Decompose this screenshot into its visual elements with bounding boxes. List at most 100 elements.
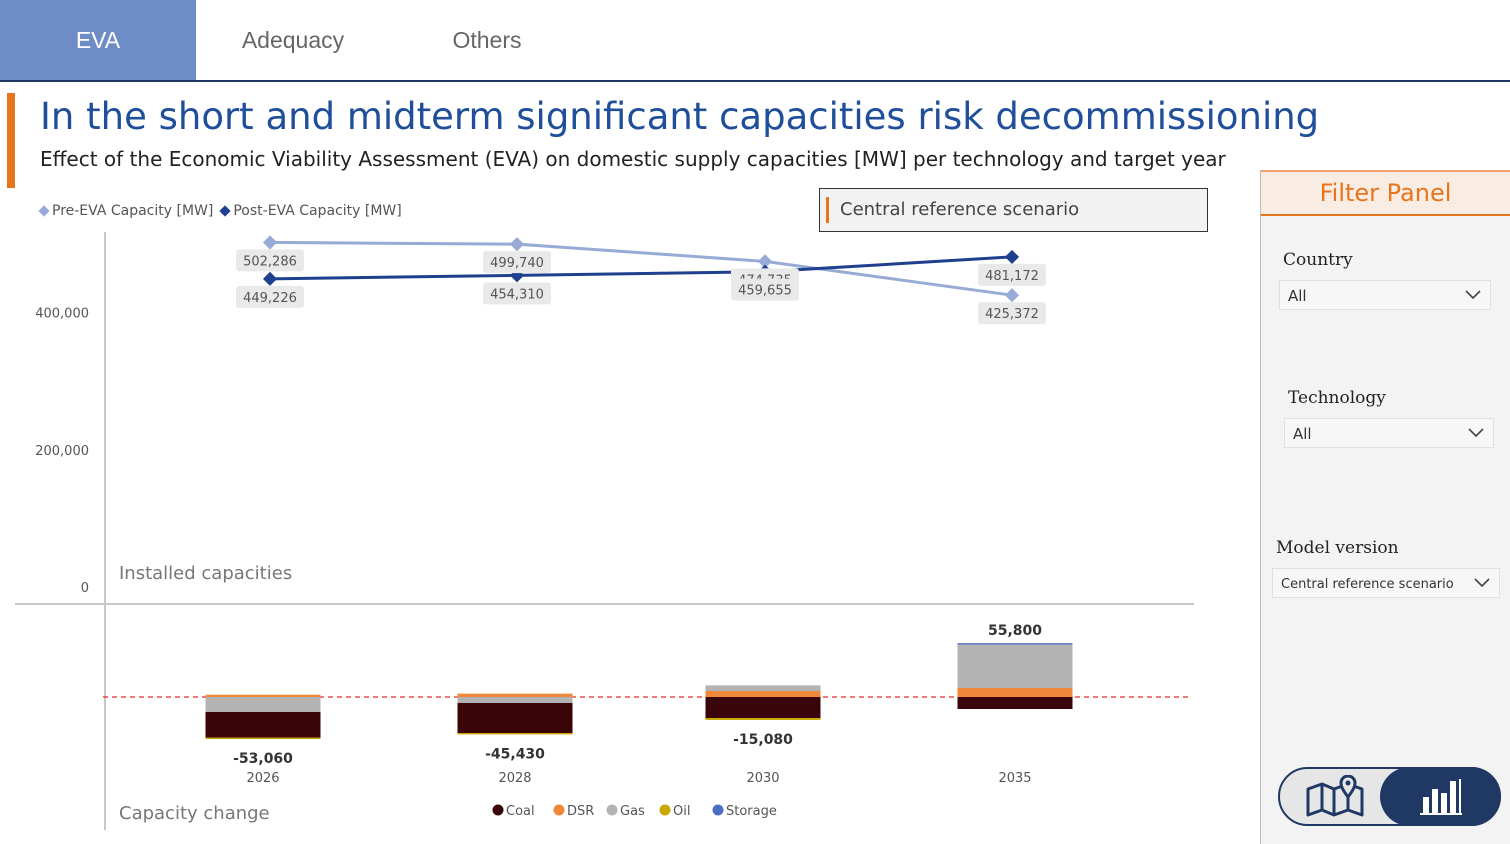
bar-segment-coal[interactable]: [457, 703, 573, 733]
top-navigation: EVA Adequacy Others: [0, 0, 1510, 82]
data-label-bg: [236, 249, 304, 272]
post-eva-series-line: [269, 255, 1013, 281]
filter-panel: Filter Panel Country All Technology All …: [1260, 170, 1510, 844]
legend-item-coal[interactable]: Coal: [492, 804, 535, 819]
data-label-text: 449,226: [243, 291, 297, 306]
y-tick-label: 0: [81, 581, 89, 596]
diamond-icon: [38, 205, 50, 217]
page-title: In the short and midterm significant cap…: [40, 95, 1320, 138]
bar-total-label: 55,800: [988, 623, 1042, 639]
bar-segment-coal[interactable]: [205, 712, 321, 738]
map-view-button[interactable]: [1290, 773, 1380, 821]
data-label-bg: [236, 285, 304, 308]
data-label-text: 454,310: [490, 287, 544, 302]
bar-total-label: -15,080: [733, 732, 793, 748]
scenario-label: Central reference scenario: [840, 199, 1080, 220]
bar-segment-dsr[interactable]: [705, 691, 821, 697]
legend-label: Gas: [620, 804, 645, 819]
data-label-bg: [978, 302, 1046, 325]
data-label-text: 502,286: [243, 254, 297, 269]
y-tick-label: 200,000: [35, 444, 89, 459]
legend-label: Coal: [506, 804, 535, 819]
legend-dot-icon: [606, 804, 618, 816]
legend-dot-icon: [492, 804, 504, 816]
bar-segment-oil[interactable]: [705, 718, 821, 720]
data-label-bg: [483, 282, 551, 305]
bar-total-label: -53,060: [233, 751, 293, 767]
line-chart-legend: Pre-EVA Capacity [MW] Post-EVA Capacity …: [38, 203, 402, 219]
chevron-down-icon: [1468, 428, 1484, 438]
scenario-accent: [826, 197, 829, 223]
legend-item-gas[interactable]: Gas: [606, 804, 646, 819]
data-label-text: 499,740: [490, 256, 544, 271]
diamond-icon: [219, 205, 232, 217]
model-version-value: Central reference scenario: [1281, 577, 1454, 592]
legend-item-pre-eva[interactable]: Pre-EVA Capacity [MW]: [38, 203, 214, 219]
legend-dot-icon: [659, 804, 671, 816]
x-tick-label: 2028: [498, 771, 531, 786]
data-label-bg: [978, 263, 1046, 286]
technology-value: All: [1293, 425, 1312, 443]
line-data-label: 454,310: [483, 282, 551, 305]
legend-label: Storage: [726, 804, 777, 819]
bar-segment-oil[interactable]: [457, 733, 573, 735]
bar-segment-dsr[interactable]: [205, 694, 321, 697]
legend-label: Pre-EVA Capacity [MW]: [52, 203, 214, 219]
x-tick-label: 2030: [746, 771, 779, 786]
pre-eva-point[interactable]: [262, 235, 278, 250]
country-value: All: [1288, 287, 1307, 305]
technology-dropdown[interactable]: All: [1284, 418, 1494, 448]
map-pin-icon: [1306, 775, 1364, 817]
chevron-down-icon: [1474, 578, 1490, 588]
chart-view-button[interactable]: [1380, 767, 1501, 826]
panel-label-change: Capacity change: [119, 803, 270, 824]
technology-label: Technology: [1288, 388, 1386, 408]
country-dropdown[interactable]: All: [1279, 280, 1491, 310]
bar-segment-dsr[interactable]: [957, 688, 1073, 697]
data-label-text: 459,655: [738, 284, 792, 299]
tab-eva[interactable]: EVA: [0, 0, 196, 80]
data-label-bg: [731, 278, 799, 301]
bar-segment-coal[interactable]: [957, 697, 1073, 709]
x-tick-label: 2026: [246, 771, 279, 786]
tab-others[interactable]: Others: [452, 26, 522, 53]
legend-item-oil[interactable]: Oil: [659, 804, 691, 819]
line-data-label: 459,655: [731, 278, 799, 301]
bar-segment-oil[interactable]: [205, 737, 321, 740]
legend-label: DSR: [567, 804, 594, 819]
legend-dot-icon: [712, 804, 724, 816]
legend-item-post-eva[interactable]: Post-EVA Capacity [MW]: [219, 203, 402, 219]
tab-adequacy[interactable]: Adequacy: [241, 26, 345, 53]
pre-eva-series-line: [269, 240, 1013, 297]
view-toggle: [1278, 767, 1501, 826]
post-eva-point[interactable]: [1004, 249, 1020, 264]
line-data-label: 481,172: [978, 263, 1046, 286]
bar-segment-storage[interactable]: [957, 643, 1073, 645]
bar-segment-coal[interactable]: [705, 697, 821, 718]
page-subtitle: Effect of the Economic Viability Assessm…: [40, 147, 1226, 171]
bar-segment-gas[interactable]: [205, 697, 321, 712]
model-version-label: Model version: [1276, 538, 1399, 558]
data-label-bg: [483, 251, 551, 274]
bar-segment-gas[interactable]: [957, 644, 1073, 689]
post-eva-point[interactable]: [262, 271, 278, 286]
line-data-label: 499,740: [483, 251, 551, 274]
bar-total-label: -45,430: [485, 746, 545, 762]
legend-item-dsr[interactable]: DSR: [553, 804, 595, 819]
data-label-text: 425,372: [985, 307, 1039, 322]
legend-label: Oil: [673, 804, 690, 819]
bar-segment-gas[interactable]: [705, 685, 821, 691]
pre-eva-point[interactable]: [1004, 288, 1020, 303]
pre-eva-point[interactable]: [509, 237, 525, 252]
legend-dot-icon: [553, 804, 565, 816]
eva-chart: Installed capacities Capacity change 0 20…: [15, 232, 1194, 830]
bar-segment-gas[interactable]: [457, 697, 573, 703]
bar-segment-dsr[interactable]: [457, 693, 573, 697]
legend-item-storage[interactable]: Storage: [712, 804, 777, 819]
chevron-down-icon: [1465, 290, 1481, 300]
scenario-badge: Central reference scenario: [819, 188, 1208, 232]
y-tick-label: 400,000: [35, 307, 89, 322]
country-label: Country: [1283, 250, 1353, 270]
model-version-dropdown[interactable]: Central reference scenario: [1272, 568, 1500, 598]
title-accent-bar: [7, 93, 15, 188]
